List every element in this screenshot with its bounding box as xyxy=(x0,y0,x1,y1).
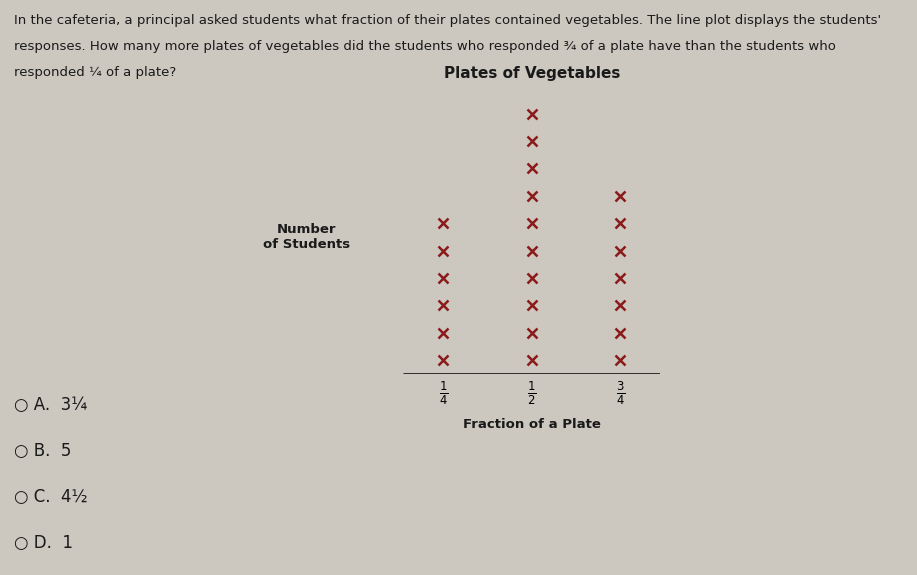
Text: ○ C.  4½: ○ C. 4½ xyxy=(14,488,87,506)
Text: Number
of Students: Number of Students xyxy=(262,223,349,251)
Title: Plates of Vegetables: Plates of Vegetables xyxy=(444,66,620,81)
Text: responses. How many more plates of vegetables did the students who responded ¾ o: responses. How many more plates of veget… xyxy=(14,40,835,53)
Text: ○ B.  5: ○ B. 5 xyxy=(14,442,72,460)
Text: ○ D.  1: ○ D. 1 xyxy=(14,534,72,552)
Text: ○ A.  3¼: ○ A. 3¼ xyxy=(14,396,87,414)
X-axis label: Fraction of a Plate: Fraction of a Plate xyxy=(463,418,601,431)
Text: In the cafeteria, a principal asked students what fraction of their plates conta: In the cafeteria, a principal asked stud… xyxy=(14,14,881,28)
Text: responded ¼ of a plate?: responded ¼ of a plate? xyxy=(14,66,176,79)
